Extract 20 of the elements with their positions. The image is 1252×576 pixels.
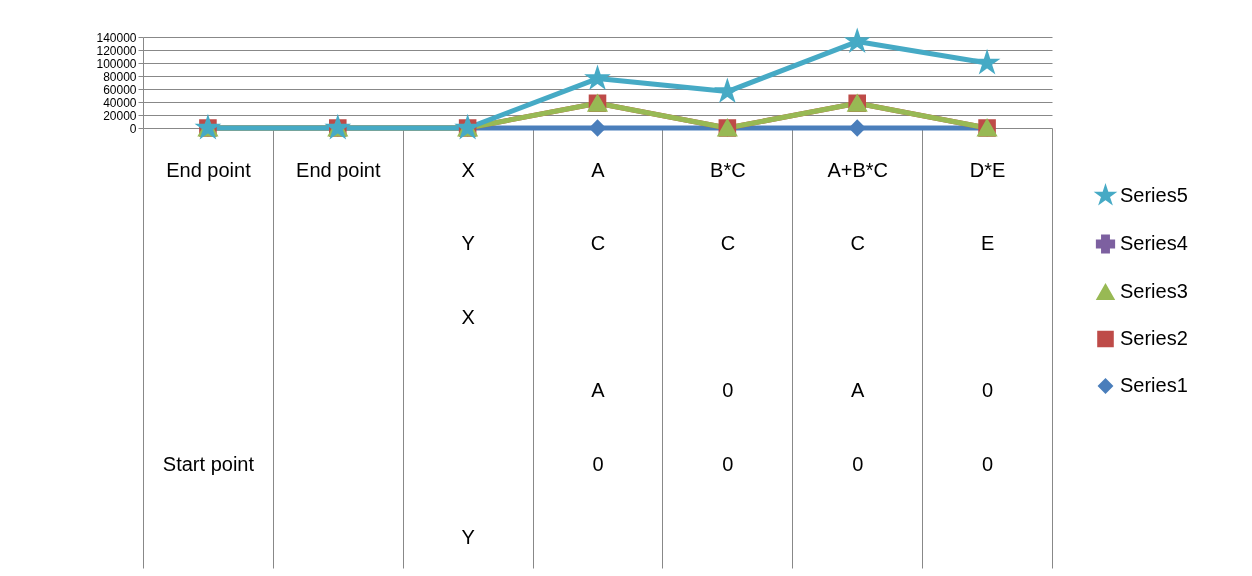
category-label: A C A 0 — [590, 158, 606, 475]
x-tick-label: End point — [296, 158, 381, 181]
category-label: A+B*C C A 0 — [827, 158, 889, 475]
y-tick-label: 60000 — [103, 82, 137, 97]
y-tick-label: 40000 — [103, 95, 137, 110]
y-tick-label: 80000 — [103, 69, 137, 84]
category-label: End point Start point — [162, 158, 255, 475]
y-tick-label: 140000 — [96, 30, 137, 45]
legend-label: Series3 — [1120, 280, 1188, 302]
y-tick-label: 20000 — [103, 108, 137, 123]
legend-label: Series4 — [1120, 232, 1188, 254]
category-label: X Y X Y — [461, 158, 475, 548]
category-label: D*E E 0 0 — [969, 158, 1006, 475]
legend-label: Series5 — [1120, 183, 1188, 206]
legend-label: Series1 — [1120, 374, 1188, 396]
y-tick-label: 100000 — [96, 56, 137, 71]
y-tick-label: 120000 — [96, 43, 137, 58]
category-label: B*C C 0 0 — [710, 158, 746, 475]
legend-label: Series2 — [1120, 327, 1188, 349]
y-tick-label: 0 — [129, 121, 137, 136]
